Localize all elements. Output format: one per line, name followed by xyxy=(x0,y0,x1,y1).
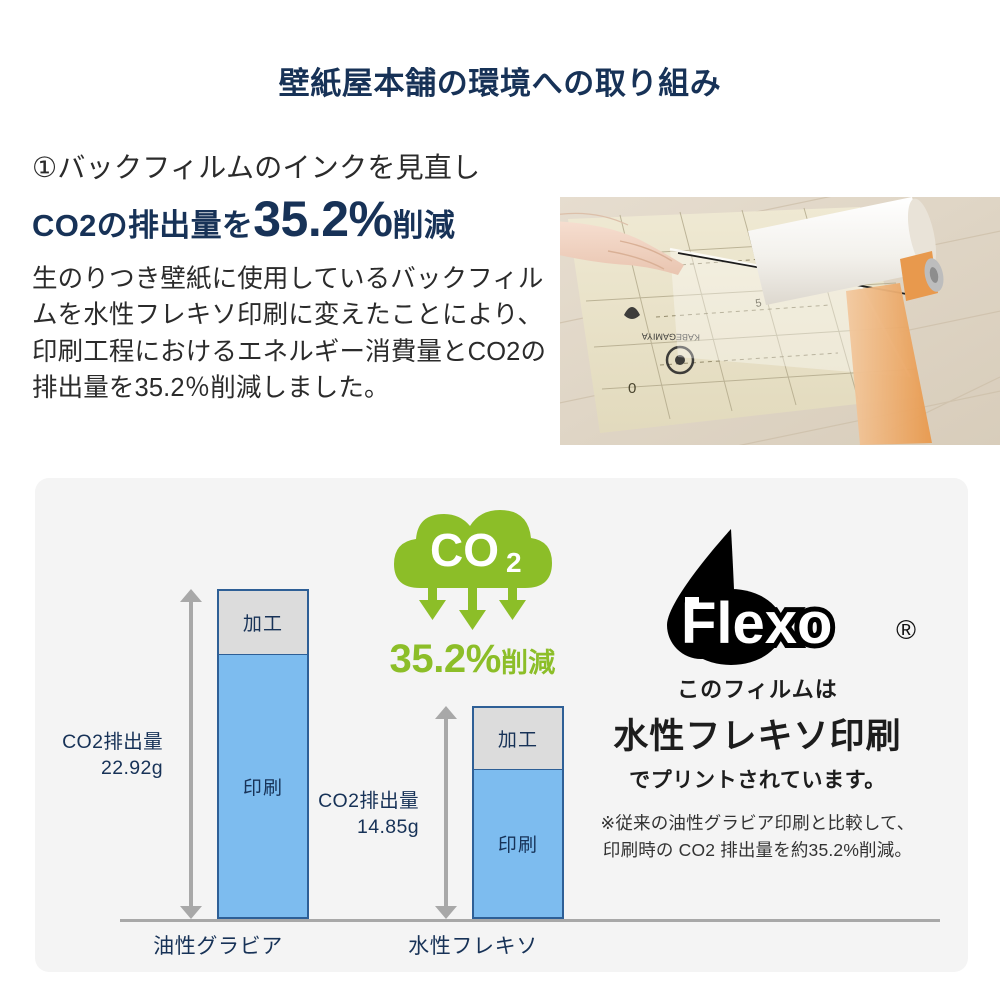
flexo-note: ※従来の油性グラビア印刷と比較して、 印刷時の CO2 排出量を約35.2%削減… xyxy=(585,810,930,864)
co2-cloud-icon: CO 2 xyxy=(365,500,580,635)
headline-suffix: 削減 xyxy=(392,208,456,243)
intro-text-block: ①バックフィルムのインクを見直し CO2の排出量を35.2%削減 生のりつき壁紙… xyxy=(32,150,552,407)
intro-headline: CO2の排出量を35.2%削減 xyxy=(32,192,552,247)
category-label-oil-gravure: 油性グラビア xyxy=(153,935,283,958)
co2-reduction-block: CO 2 35.2%削減 xyxy=(365,500,580,679)
category-label-water-flexo: 水性フレキソ xyxy=(408,935,538,958)
reduction-suffix: 削減 xyxy=(500,648,556,678)
svg-text:2: 2 xyxy=(506,547,522,578)
flexo-line-3: でプリントされています。 xyxy=(629,769,886,792)
flexo-certification-block: Flexo Flexo ® このフィルムは 水性フレキソ印刷 でプリントされてい… xyxy=(585,525,930,864)
arrow-shaft xyxy=(444,715,448,910)
reduction-text: 35.2%削減 xyxy=(365,639,580,679)
axis-label-oil-gravure: CO2排出量 22.92g xyxy=(35,729,163,782)
bar-segment-print-flexo: 印刷 xyxy=(474,770,562,917)
flexo-note-line-1: ※従来の油性グラビア印刷と比較して、 xyxy=(600,813,915,833)
flexo-line-2: 水性フレキソ印刷 xyxy=(613,717,902,756)
measure-arrow-water-flexo xyxy=(435,706,457,919)
arrow-head-up-icon xyxy=(180,589,202,602)
registered-mark-icon: ® xyxy=(896,615,916,645)
bar-segment-process-flexo: 加工 xyxy=(474,708,562,770)
axis-label-water-flexo: CO2排出量 14.85g xyxy=(291,788,419,841)
flexo-note-line-2: 印刷時の CO2 排出量を約35.2%削減。 xyxy=(602,840,913,861)
page-title: 壁紙屋本舗の環境への取り組み xyxy=(278,66,722,101)
wallpaper-film-photo: KABEGAMIYA 0 5 10 xyxy=(560,197,1000,445)
flexo-line-1: このフィルムは xyxy=(677,677,838,702)
bar-segment-print-oil: 印刷 xyxy=(219,655,307,917)
flexo-wordmark-backing: Flexo xyxy=(681,591,833,656)
svg-text:KABEGAMIYA: KABEGAMIYA xyxy=(642,331,701,342)
svg-text:5: 5 xyxy=(755,297,763,310)
svg-text:0: 0 xyxy=(628,380,636,397)
intro-lead: ①バックフィルムのインクを見直し xyxy=(32,152,481,183)
bar-water-flexo: 加工 印刷 xyxy=(472,706,564,919)
axis-label-value-flexo: 14.85g xyxy=(357,816,419,839)
bar-segment-process-oil: 加工 xyxy=(219,591,307,655)
axis-label-title-oil: CO2排出量 xyxy=(62,731,163,753)
axis-label-value-oil: 22.92g xyxy=(101,757,163,780)
arrow-head-up-icon xyxy=(435,706,457,719)
flexo-wordmark: Flexo xyxy=(681,591,833,656)
intro-body: 生のりつき壁紙に使用しているバックフィルムを水性フレキソ印刷に変えたことにより、… xyxy=(32,265,547,403)
axis-label-title-flexo: CO2排出量 xyxy=(318,790,419,812)
arrow-head-down-icon xyxy=(435,906,457,919)
headline-prefix: CO2の排出量を xyxy=(32,208,254,243)
measure-arrow-oil-gravure xyxy=(180,589,202,919)
reduction-value: 35.2% xyxy=(389,637,502,681)
headline-value: 35.2% xyxy=(253,191,393,247)
bar-oil-gravure: 加工 印刷 xyxy=(217,589,309,919)
chart-baseline xyxy=(120,919,940,922)
arrow-head-down-icon xyxy=(180,906,202,919)
co2-cloud-label: CO xyxy=(430,524,499,576)
flexo-logo: Flexo Flexo ® xyxy=(585,525,930,670)
arrow-shaft xyxy=(189,598,193,910)
